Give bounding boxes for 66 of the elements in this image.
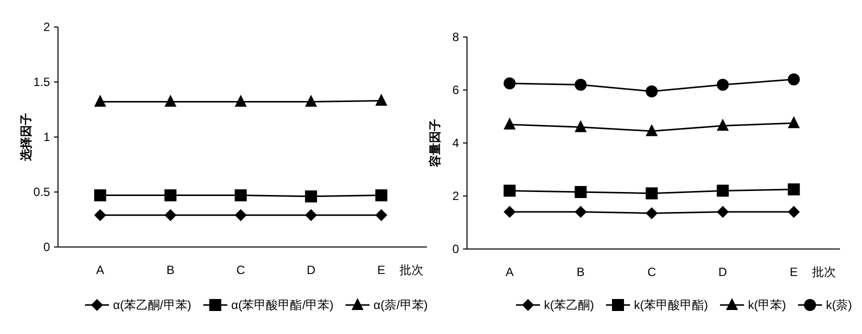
point bbox=[716, 78, 729, 91]
y-tick-label: 0 bbox=[452, 242, 460, 256]
x-tick-label: C bbox=[236, 263, 246, 277]
x-axis-title: 批次 bbox=[812, 265, 836, 279]
point bbox=[504, 117, 516, 130]
point bbox=[716, 206, 729, 218]
legend-label: α(苯甲酸甲酯/甲苯) bbox=[231, 298, 334, 312]
point bbox=[94, 189, 106, 202]
y-tick-label: 0 bbox=[43, 240, 50, 254]
y-tick-label: 1 bbox=[43, 130, 50, 144]
point bbox=[788, 206, 800, 218]
x-tick-label: D bbox=[718, 265, 728, 279]
point bbox=[375, 189, 388, 202]
y-tick-label: 6 bbox=[452, 83, 460, 97]
x-axis-title: 批次 bbox=[399, 263, 424, 277]
point bbox=[646, 207, 658, 220]
x-tick-label: C bbox=[647, 265, 656, 279]
point bbox=[305, 190, 318, 202]
point bbox=[574, 78, 587, 91]
point bbox=[646, 187, 658, 200]
point bbox=[574, 120, 587, 132]
legend-label: k(苯甲酸甲酯) bbox=[634, 298, 708, 312]
point bbox=[234, 189, 247, 202]
x-tick-label: B bbox=[166, 263, 174, 277]
point bbox=[788, 116, 800, 128]
point bbox=[716, 118, 729, 131]
point bbox=[788, 183, 800, 196]
point bbox=[574, 206, 587, 218]
point bbox=[646, 124, 658, 136]
x-tick-label: A bbox=[506, 265, 514, 279]
y-tick-label: 2 bbox=[452, 189, 460, 203]
y-tick-label: 2 bbox=[43, 20, 50, 34]
y-tick-label: 8 bbox=[452, 30, 460, 44]
point bbox=[164, 209, 176, 222]
point bbox=[375, 209, 388, 222]
point bbox=[574, 186, 587, 198]
legend-label: α(苯乙酮/甲苯) bbox=[113, 298, 192, 312]
point bbox=[504, 77, 516, 90]
x-tick-label: A bbox=[96, 263, 104, 277]
point bbox=[504, 206, 516, 218]
point bbox=[94, 94, 106, 107]
legend-label: α(萘/甲苯) bbox=[374, 298, 428, 312]
y-tick-label: 4 bbox=[452, 136, 460, 150]
x-tick-label: E bbox=[377, 263, 386, 277]
point bbox=[234, 209, 247, 222]
point bbox=[164, 94, 176, 107]
y-tick-label: 0.5 bbox=[33, 185, 50, 199]
y-tick-label: 1.5 bbox=[33, 75, 50, 89]
point bbox=[504, 184, 516, 197]
x-tick-label: E bbox=[790, 265, 798, 279]
point bbox=[788, 73, 800, 86]
x-tick-label: B bbox=[576, 265, 585, 279]
legend-label: k(萘) bbox=[826, 298, 852, 312]
point bbox=[375, 94, 388, 106]
point bbox=[716, 184, 729, 197]
point bbox=[305, 94, 318, 107]
y-axis-title: 选择因子 bbox=[19, 113, 33, 162]
point bbox=[234, 94, 247, 107]
point bbox=[94, 209, 106, 222]
legend-label: k(甲苯) bbox=[748, 298, 786, 312]
x-tick-label: D bbox=[306, 263, 316, 277]
point bbox=[646, 85, 658, 98]
y-axis-title: 容量因子 bbox=[428, 119, 442, 168]
point bbox=[164, 189, 176, 202]
point bbox=[305, 209, 318, 222]
legend-label: k(苯乙酮) bbox=[544, 298, 594, 312]
